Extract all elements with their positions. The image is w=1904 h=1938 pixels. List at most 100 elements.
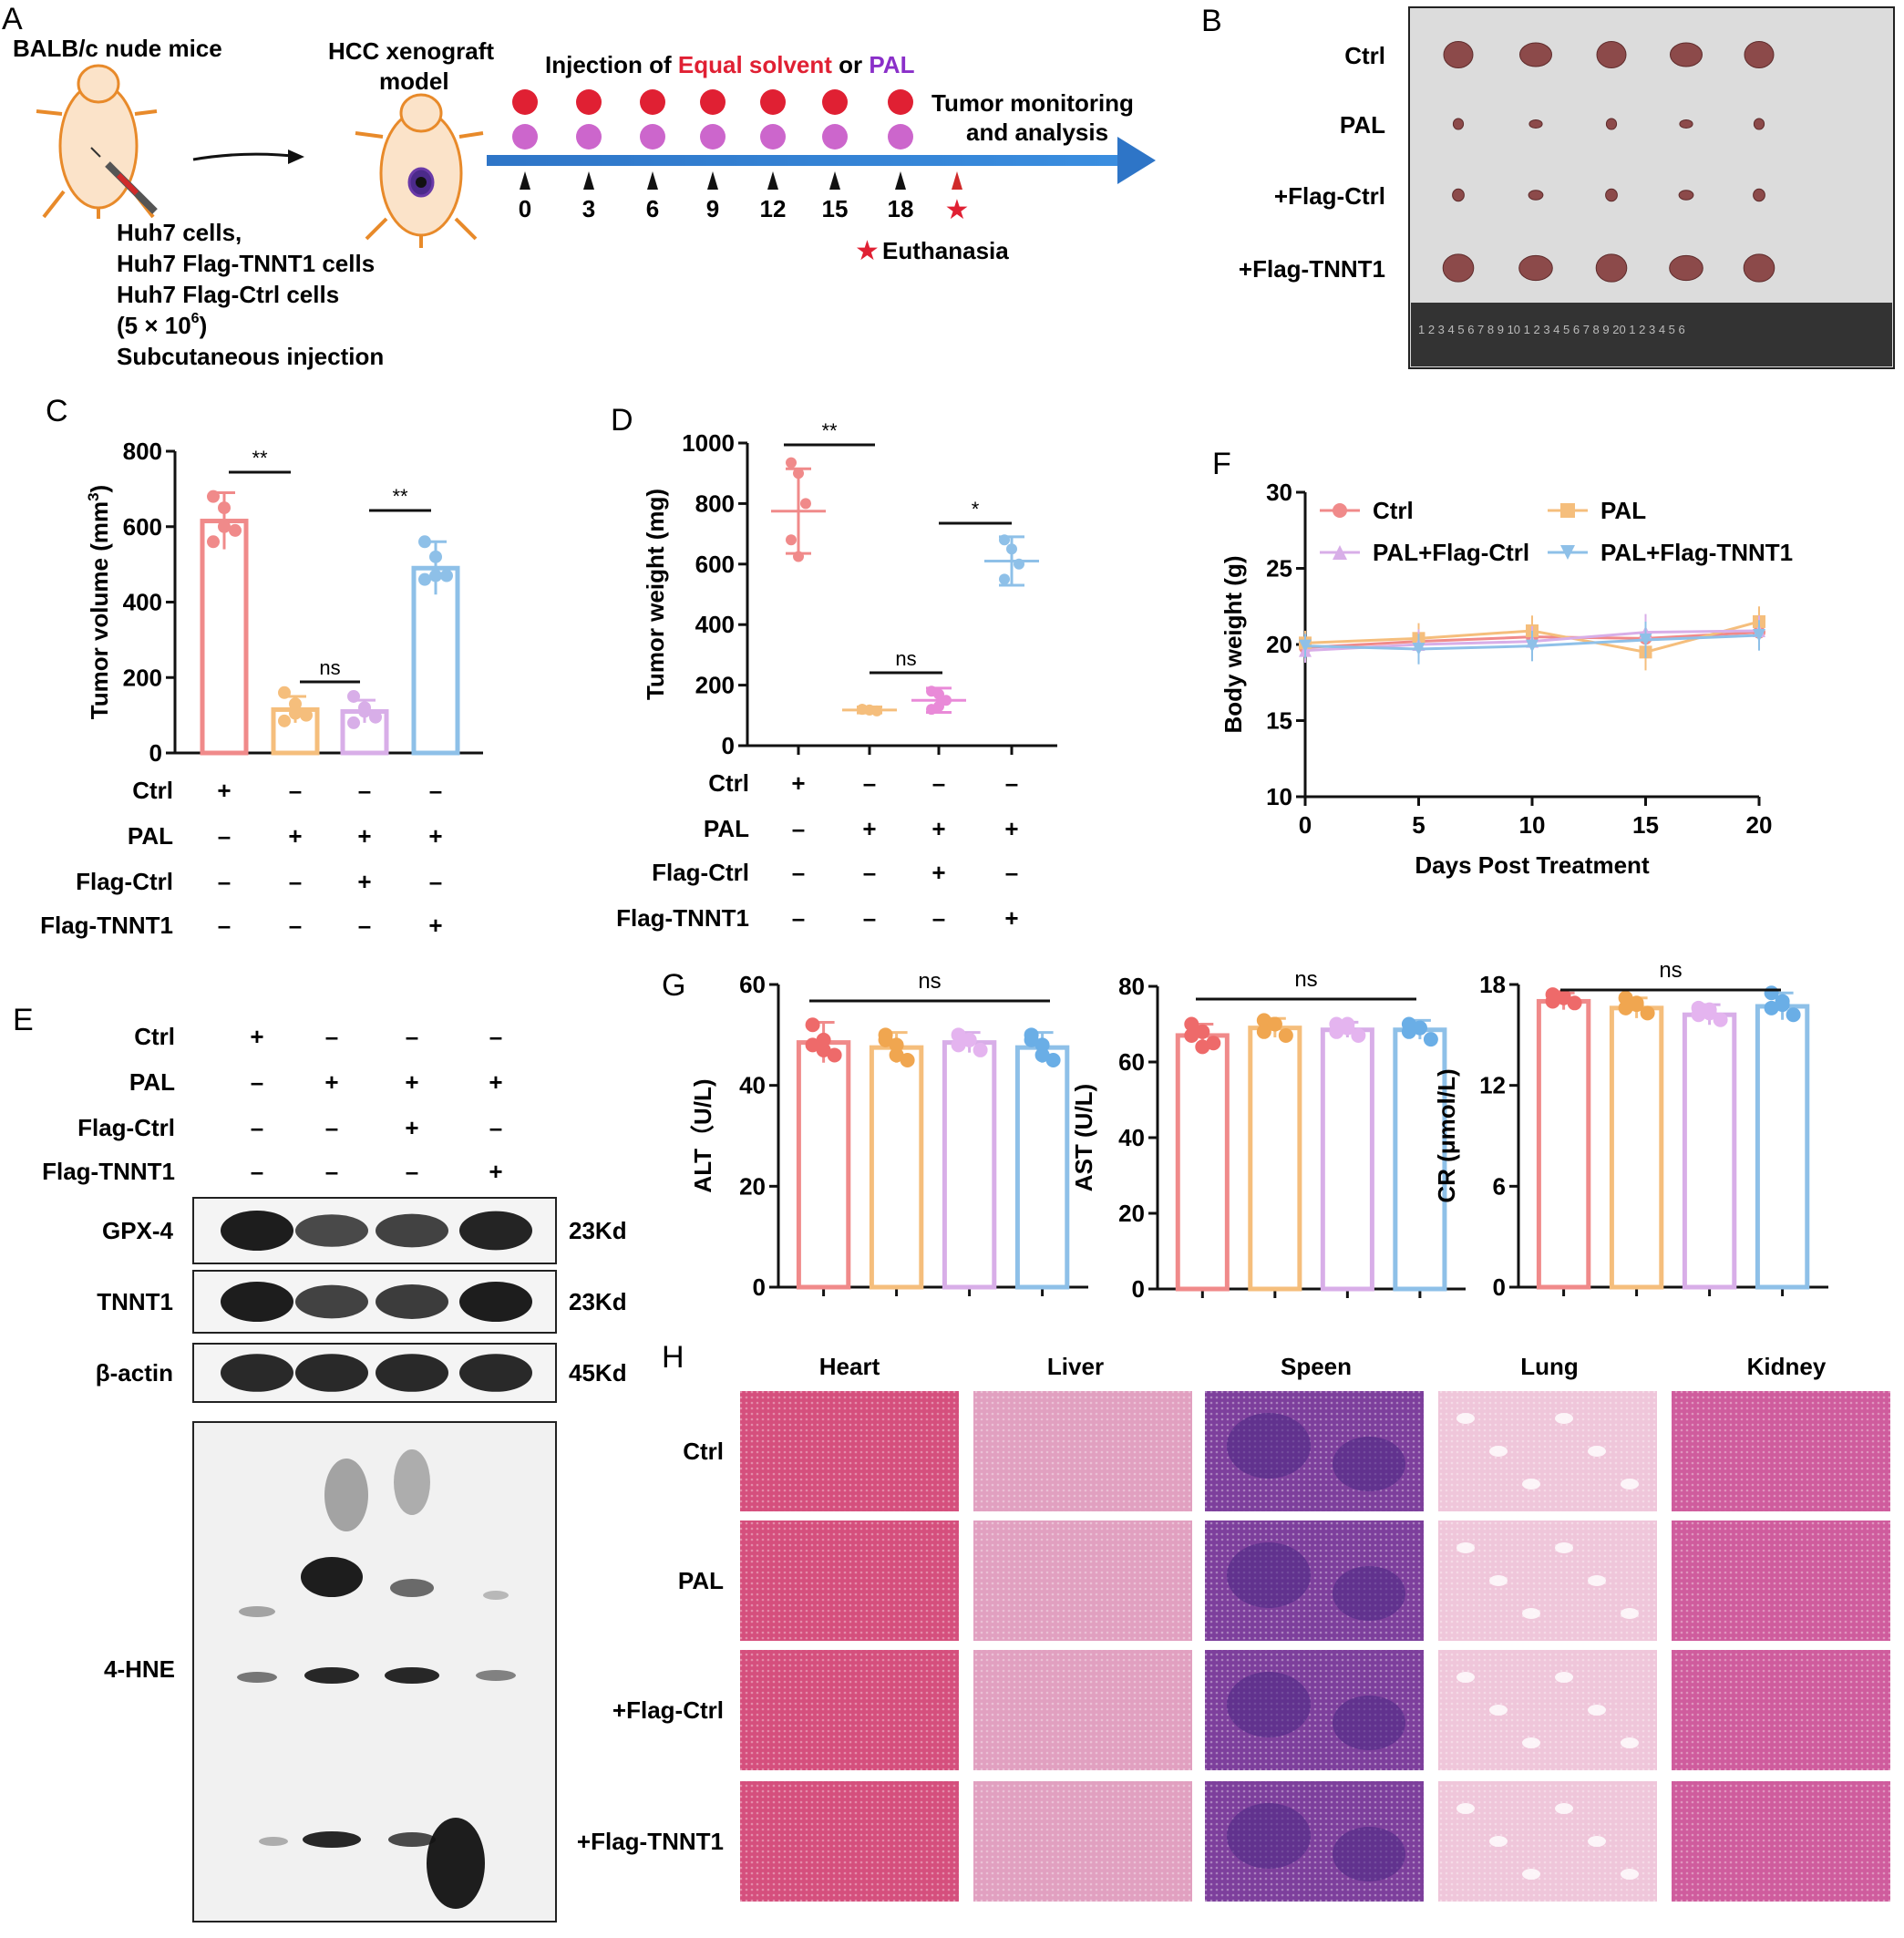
- data-point: [1184, 1027, 1199, 1043]
- significance-label: ns: [1659, 958, 1682, 983]
- y-tick-label: 6: [1493, 1172, 1506, 1200]
- histology-texture: [1672, 1650, 1890, 1770]
- day-label: 12: [760, 195, 787, 222]
- ruler-marks: 1 2 3 4 5 6 7 8 9 10 1 2 3 4 5 6 7 8 9 2…: [1418, 323, 1685, 336]
- data-point: [289, 697, 302, 711]
- monitor-label-1: Tumor monitoring: [931, 89, 1134, 117]
- data-point: [933, 700, 944, 712]
- data-point: [218, 501, 231, 515]
- y-tick-label: 200: [123, 664, 162, 691]
- y-tick-label: 30: [1266, 479, 1292, 506]
- y-tick-label: 0: [149, 739, 162, 767]
- legend-label: PAL+Flag-TNNT1: [1600, 539, 1793, 566]
- x-tick-label: 10: [1519, 811, 1546, 839]
- alveolus: [1456, 1542, 1475, 1553]
- protein-band: [221, 1282, 293, 1322]
- bar: [1682, 1012, 1737, 1290]
- tumor-sample: [1743, 253, 1775, 283]
- x-tick-label: 5: [1412, 811, 1425, 839]
- data-point: [429, 550, 442, 563]
- y-tick-label: 15: [1266, 707, 1292, 735]
- panel-b-tumor-photo: 1 2 3 4 5 6 7 8 9 10 1 2 3 4 5 6 7 8 9 2…: [1239, 6, 1895, 369]
- condition-sign: –: [218, 912, 231, 939]
- y-axis-label: ALT（U/L): [689, 1078, 716, 1192]
- data-point: [347, 716, 360, 729]
- histology-texture: [1438, 1391, 1657, 1511]
- series-marker: [1526, 639, 1539, 653]
- hne-band: [239, 1606, 275, 1617]
- tumor-row-label: +Flag-TNNT1: [1239, 255, 1385, 283]
- panel-g-cr-chart: 0 6 12 18 CR (μmol/L) ns: [1433, 958, 1828, 1301]
- panel-label-c: C: [46, 394, 68, 428]
- condition-sign: +: [217, 777, 231, 804]
- y-tick-label: 40: [739, 1072, 766, 1099]
- tissue-column-label: Kidney: [1747, 1353, 1827, 1380]
- data-point: [300, 708, 313, 722]
- significance-label: ns: [319, 656, 340, 679]
- data-point: [1256, 1013, 1271, 1028]
- tumor-sample: [1679, 119, 1693, 129]
- white-pulp: [1227, 1413, 1311, 1479]
- bar: [1755, 1004, 1810, 1290]
- data-point: [800, 498, 811, 510]
- alveolus: [1489, 1446, 1508, 1457]
- hne-band: [259, 1837, 288, 1846]
- y-tick-label: 60: [1118, 1048, 1145, 1076]
- y-axis-label-main: Tumor volume (mm: [86, 501, 113, 719]
- white-pulp: [1333, 1696, 1405, 1750]
- xenograft-mouse-icon: [355, 93, 484, 248]
- tumor-sample: [1528, 119, 1543, 129]
- solvent-dot: [640, 89, 665, 115]
- timeline-arrow: [487, 137, 1156, 184]
- data-point: [1206, 1036, 1221, 1051]
- histology-texture: [1672, 1781, 1890, 1902]
- data-point: [941, 695, 952, 706]
- injection-solvent: Equal solvent: [678, 51, 832, 78]
- tumor-sample: [1744, 41, 1775, 68]
- y-tick-label: 800: [695, 490, 735, 517]
- data-point: [1423, 1032, 1438, 1047]
- condition-label: Flag-TNNT1: [42, 1158, 175, 1185]
- white-pulp: [1333, 1566, 1405, 1621]
- injection-dots: [512, 89, 913, 149]
- alveolus: [1489, 1575, 1508, 1586]
- solvent-dot: [700, 89, 726, 115]
- data-point: [347, 689, 360, 703]
- protein-band: [295, 1354, 368, 1392]
- pal-dot: [888, 124, 913, 149]
- series-marker: [1753, 628, 1765, 642]
- condition-sign: –: [932, 769, 945, 797]
- day-label: 6: [646, 195, 659, 222]
- condition-sign: +: [1004, 904, 1018, 932]
- data-point: [1713, 1012, 1728, 1027]
- day-label: 18: [888, 195, 914, 222]
- condition-sign: –: [325, 1158, 338, 1185]
- model-label-2: model: [379, 67, 449, 95]
- pal-dot: [576, 124, 602, 149]
- tissue-column-label: Heart: [819, 1353, 880, 1380]
- data-point: [1567, 995, 1582, 1011]
- hne-band: [324, 1459, 368, 1531]
- hne-band: [385, 1667, 439, 1684]
- condition-sign: +: [862, 815, 876, 842]
- alveolus: [1489, 1836, 1508, 1847]
- condition-sign: –: [406, 1158, 418, 1185]
- alveolus: [1621, 1608, 1639, 1619]
- condition-sign: +: [405, 1068, 418, 1096]
- data-point: [900, 1053, 915, 1067]
- solvent-dot: [512, 89, 538, 115]
- tumor-sample: [1605, 118, 1618, 130]
- blot-label: β-actin: [96, 1359, 173, 1386]
- arrow-head-icon: [288, 149, 304, 164]
- data-point: [1629, 995, 1644, 1011]
- panel-g-ast-chart: 0 20 40 60 80 AST (U/L) ns: [1070, 967, 1466, 1303]
- data-point: [1764, 1000, 1779, 1015]
- condition-sign: –: [792, 815, 805, 842]
- histology-texture: [740, 1781, 959, 1902]
- alveolus: [1522, 1737, 1540, 1748]
- series-marker: [1333, 503, 1347, 518]
- y-tick-label: 25: [1266, 555, 1292, 582]
- data-point: [933, 688, 944, 700]
- alveolus: [1456, 1672, 1475, 1683]
- solvent-dot: [576, 89, 602, 115]
